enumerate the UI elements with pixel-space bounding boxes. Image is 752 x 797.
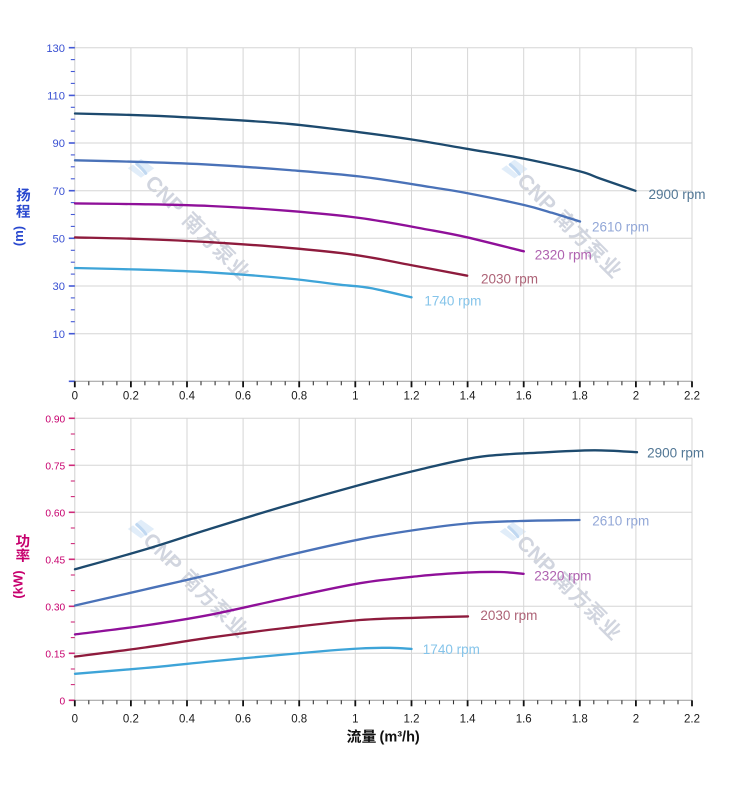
svg-text:0: 0: [72, 714, 78, 726]
svg-text:1.4: 1.4: [460, 714, 477, 726]
svg-text:1.2: 1.2: [404, 391, 420, 403]
svg-text:2.2: 2.2: [684, 391, 700, 403]
svg-text:2.2: 2.2: [684, 714, 700, 726]
svg-text:2030 rpm: 2030 rpm: [481, 271, 538, 286]
svg-text:1: 1: [352, 714, 358, 726]
svg-text:(kW): (kW): [11, 570, 26, 598]
svg-text:130: 130: [46, 43, 65, 55]
svg-text:1740 rpm: 1740 rpm: [423, 642, 480, 657]
svg-text:1.2: 1.2: [404, 714, 420, 726]
svg-text:1.8: 1.8: [572, 714, 588, 726]
svg-text:(m³/h): (m³/h): [380, 730, 420, 746]
svg-text:10: 10: [53, 329, 65, 341]
svg-text:0.45: 0.45: [45, 556, 65, 567]
svg-text:2: 2: [633, 714, 639, 726]
svg-text:0.75: 0.75: [45, 462, 65, 473]
svg-text:0.8: 0.8: [291, 391, 307, 403]
svg-text:2320 rpm: 2320 rpm: [535, 248, 592, 263]
svg-text:0.4: 0.4: [179, 714, 196, 726]
svg-text:110: 110: [47, 91, 65, 103]
svg-text:0: 0: [60, 697, 66, 708]
svg-text:0.8: 0.8: [291, 714, 307, 726]
svg-text:0.2: 0.2: [123, 391, 139, 403]
svg-text:50: 50: [53, 233, 65, 245]
svg-text:0.30: 0.30: [45, 603, 65, 614]
svg-text:0.6: 0.6: [235, 391, 251, 403]
svg-text:(m): (m): [11, 226, 26, 246]
svg-text:0.6: 0.6: [235, 714, 251, 726]
svg-text:2610 rpm: 2610 rpm: [592, 514, 649, 529]
svg-text:0: 0: [72, 391, 78, 403]
svg-text:2: 2: [633, 391, 639, 403]
svg-text:2900 rpm: 2900 rpm: [649, 187, 706, 202]
svg-text:70: 70: [53, 186, 65, 198]
svg-text:2030 rpm: 2030 rpm: [480, 608, 537, 623]
svg-text:1.4: 1.4: [460, 391, 477, 403]
svg-text:2320 rpm: 2320 rpm: [534, 568, 591, 583]
svg-text:1.6: 1.6: [516, 391, 532, 403]
svg-text:1: 1: [352, 391, 358, 403]
svg-text:2610 rpm: 2610 rpm: [592, 219, 649, 234]
svg-text:1.8: 1.8: [572, 391, 588, 403]
svg-text:0.60: 0.60: [45, 509, 65, 520]
svg-text:1740 rpm: 1740 rpm: [424, 293, 481, 308]
svg-text:0.90: 0.90: [45, 415, 65, 426]
svg-text:90: 90: [53, 138, 65, 150]
svg-text:0.2: 0.2: [123, 714, 139, 726]
svg-text:30: 30: [53, 281, 65, 293]
svg-text:2900 rpm: 2900 rpm: [647, 445, 704, 460]
svg-text:1.6: 1.6: [516, 714, 532, 726]
svg-text:0.4: 0.4: [179, 391, 196, 403]
svg-text:0.15: 0.15: [45, 650, 65, 661]
